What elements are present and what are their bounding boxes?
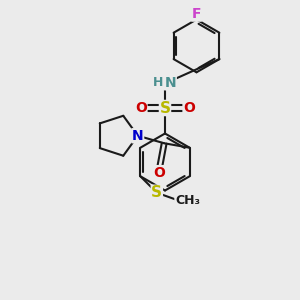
Text: O: O [135,101,147,115]
Text: F: F [192,7,201,21]
Text: CH₃: CH₃ [175,194,200,207]
Text: H: H [153,76,164,89]
Text: O: O [183,101,195,115]
Text: N: N [132,129,144,143]
Text: N: N [165,76,176,90]
Text: O: O [154,166,166,180]
Text: S: S [151,185,162,200]
Text: S: S [160,100,170,116]
